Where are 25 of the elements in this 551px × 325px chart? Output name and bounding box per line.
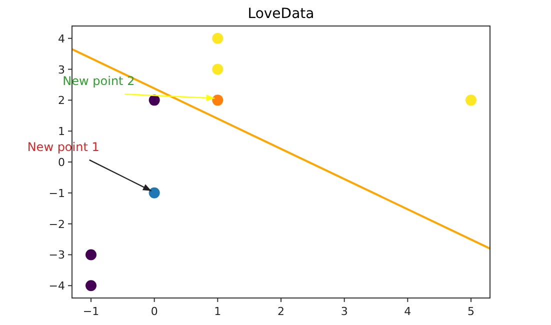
y-tick-label: −1 (48, 186, 65, 200)
x-tick-label: −1 (82, 305, 100, 318)
point (466, 94, 476, 106)
x-tick-label: 5 (468, 305, 474, 318)
point (148, 187, 160, 198)
point (212, 64, 224, 75)
y-tick-label: 0 (58, 156, 65, 169)
x-tick-label: 3 (340, 305, 348, 318)
point (212, 32, 224, 44)
x-tick-label: 1 (214, 305, 222, 318)
point (148, 94, 160, 106)
y-tick-label: 2 (58, 94, 65, 108)
x-tick-label: 2 (278, 305, 284, 318)
point (86, 249, 96, 260)
chart-title: LoveData (248, 6, 314, 22)
point (86, 280, 96, 292)
y-tick-label: −3 (48, 248, 65, 262)
point (212, 94, 224, 106)
y-tick-label: 1 (58, 125, 65, 138)
y-tick-label: −2 (48, 218, 65, 231)
y-tick-label: −4 (48, 280, 65, 293)
x-tick-label: 4 (404, 305, 412, 318)
y-tick-label: 3 (58, 63, 65, 76)
y-tick-label: 4 (58, 32, 65, 46)
x-tick-label: 0 (150, 305, 158, 318)
